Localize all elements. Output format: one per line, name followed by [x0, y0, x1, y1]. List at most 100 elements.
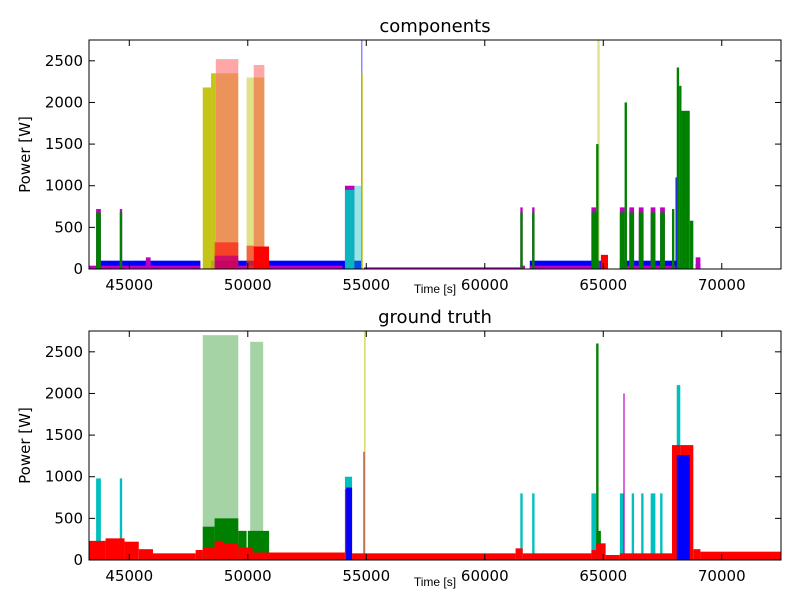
area-segment: [596, 144, 599, 269]
area-segment: [211, 265, 343, 269]
area-segment: [596, 343, 599, 560]
area-segment: [238, 530, 247, 560]
y-tick-label: 0: [73, 260, 83, 278]
x-tick-label: 45000: [105, 276, 153, 294]
y-tick-label: 1500: [45, 135, 83, 153]
area-segment: [346, 487, 353, 560]
area-segment: [619, 260, 680, 269]
area-segment: [532, 493, 535, 560]
area-segment: [700, 551, 781, 560]
area-segment: [529, 260, 601, 269]
area-segment: [344, 189, 355, 269]
x-tick-label: 70000: [698, 276, 746, 294]
area-segment: [89, 265, 201, 269]
area-segment: [619, 553, 672, 560]
area-segment: [145, 257, 151, 269]
y-tick-label: 2000: [45, 384, 83, 402]
area-segment: [522, 553, 592, 560]
area-segment: [364, 331, 366, 560]
area-segment: [211, 260, 347, 269]
area-segment: [529, 265, 592, 269]
x-tick-label: 50000: [224, 567, 272, 585]
area-segment: [695, 257, 701, 269]
y-tick-label: 0: [73, 551, 83, 569]
area-segment: [224, 543, 239, 560]
area-segment: [214, 242, 239, 269]
y-tick-label: 1000: [45, 177, 83, 195]
area-segment: [671, 209, 675, 269]
y-tick-label: 2000: [45, 93, 83, 111]
y-tick-label: 2500: [45, 343, 83, 361]
area-segment: [195, 550, 203, 560]
area-segment: [124, 541, 139, 560]
y-tick-label: 1500: [45, 426, 83, 444]
area-segment: [623, 393, 625, 560]
plot-area: [89, 40, 701, 269]
area-segment: [676, 455, 690, 560]
x-axis-label: Time [s]: [414, 575, 456, 589]
area-segment: [238, 547, 253, 560]
axes-frame: [88, 330, 782, 561]
plot-area: [89, 331, 781, 560]
area-segment: [253, 64, 265, 269]
area-segment: [363, 267, 521, 269]
area-segment: [119, 478, 123, 560]
area-segment: [520, 493, 523, 560]
area-segment: [246, 77, 265, 269]
x-tick-label: 60000: [461, 276, 509, 294]
chart-panel-ground-truth: 45000 50000 55000 60000 65000 70000 0 500 1000 15…: [16, 307, 782, 589]
area-segment: [638, 212, 644, 269]
area-segment: [202, 87, 212, 269]
area-segment: [624, 102, 627, 269]
area-segment: [246, 245, 254, 269]
y-tick-label: 500: [54, 218, 83, 236]
area-segment: [119, 212, 123, 269]
x-tick-label: 55000: [342, 567, 390, 585]
area-segment: [629, 212, 635, 269]
area-segment: [515, 548, 523, 560]
x-tick-label: 60000: [461, 567, 509, 585]
area-segment: [591, 493, 597, 560]
area-segment: [105, 538, 125, 560]
area-segment: [591, 550, 597, 560]
area-segment: [250, 341, 264, 560]
area-segment: [96, 212, 101, 269]
area-segment: [202, 547, 215, 560]
y-axis-label: Power [W]: [16, 116, 34, 193]
area-segment: [600, 254, 608, 269]
area-segment: [211, 73, 216, 269]
area-segment: [693, 549, 701, 560]
area-segment: [660, 212, 665, 269]
area-segment: [675, 177, 677, 269]
area-segment: [650, 493, 656, 560]
y-tick-label: 500: [54, 509, 83, 527]
area-segment: [215, 73, 239, 269]
area-segment: [679, 85, 682, 269]
area-segment: [671, 445, 681, 560]
area-segment: [202, 526, 215, 560]
area-segment: [676, 67, 680, 269]
area-segment: [252, 552, 345, 560]
area-segment: [214, 540, 225, 560]
x-tick-label: 45000: [105, 567, 153, 585]
area-segment: [619, 212, 625, 269]
area-segment: [96, 478, 101, 560]
area-segment: [532, 212, 535, 269]
area-segment: [352, 553, 516, 560]
area-segment: [619, 493, 625, 560]
area-segment: [650, 212, 656, 269]
axes-frame: [88, 39, 782, 270]
y-tick-label: 1000: [45, 468, 83, 486]
area-segment: [520, 212, 523, 269]
x-tick-label: 70000: [698, 567, 746, 585]
y-tick-label: 2500: [45, 52, 83, 70]
area-segment: [641, 493, 644, 560]
area-segment: [591, 212, 599, 269]
y-axis-label: Power [W]: [16, 407, 34, 484]
area-segment: [89, 540, 106, 560]
area-segment: [138, 549, 153, 560]
area-segment: [354, 185, 362, 269]
area-segment: [619, 265, 680, 269]
chart-panel-components: 45000 50000 55000 60000 65000 70000 0 500 1000 15…: [16, 16, 782, 296]
